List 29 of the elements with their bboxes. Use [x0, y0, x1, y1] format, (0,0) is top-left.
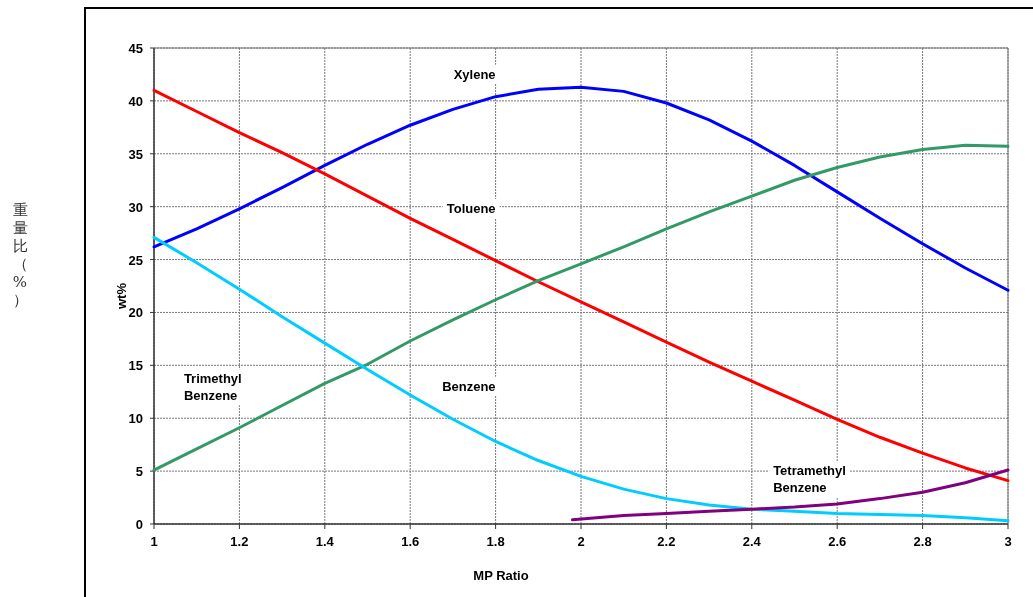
y-tick-label: 45: [128, 41, 143, 56]
x-tick-label: 1.8: [486, 534, 505, 549]
y-tick-label: 10: [128, 411, 143, 427]
series-label: Toluene: [446, 201, 496, 217]
series-label: Tetramethyl Benzene: [773, 463, 846, 496]
x-tick-label: 3: [1004, 534, 1012, 549]
series-label: Benzene: [442, 378, 496, 394]
y-tick-label: 15: [128, 358, 143, 374]
x-tick-label: 2: [577, 534, 585, 549]
text: 重量比（%）: [12, 201, 28, 309]
y-axis-title: wt%: [114, 282, 129, 310]
series-label: Trimethyl Benzene: [183, 371, 242, 404]
x-tick-label: 1.6: [401, 534, 420, 549]
x-axis-title: MP Ratio: [473, 568, 529, 583]
x-tick-label: 2.4: [742, 534, 762, 549]
x-tick-label: 2.2: [657, 534, 676, 549]
x-tick-label: 1: [150, 534, 158, 549]
y-tick-label: 25: [128, 252, 143, 268]
series-label: Xylene: [453, 66, 496, 82]
x-tick-label: 2.6: [828, 534, 847, 549]
y-tick-label: 5: [135, 464, 143, 480]
y-tick-label: 35: [128, 146, 143, 162]
y-tick-label: 20: [128, 305, 143, 321]
x-tick-label: 1.4: [315, 534, 335, 549]
y-tick-label: 40: [128, 93, 143, 109]
x-tick-label: 1.2: [230, 534, 249, 549]
y-tick-label: 0: [135, 517, 143, 532]
x-tick-label: 2.8: [913, 534, 932, 549]
y-tick-label: 30: [128, 199, 143, 215]
